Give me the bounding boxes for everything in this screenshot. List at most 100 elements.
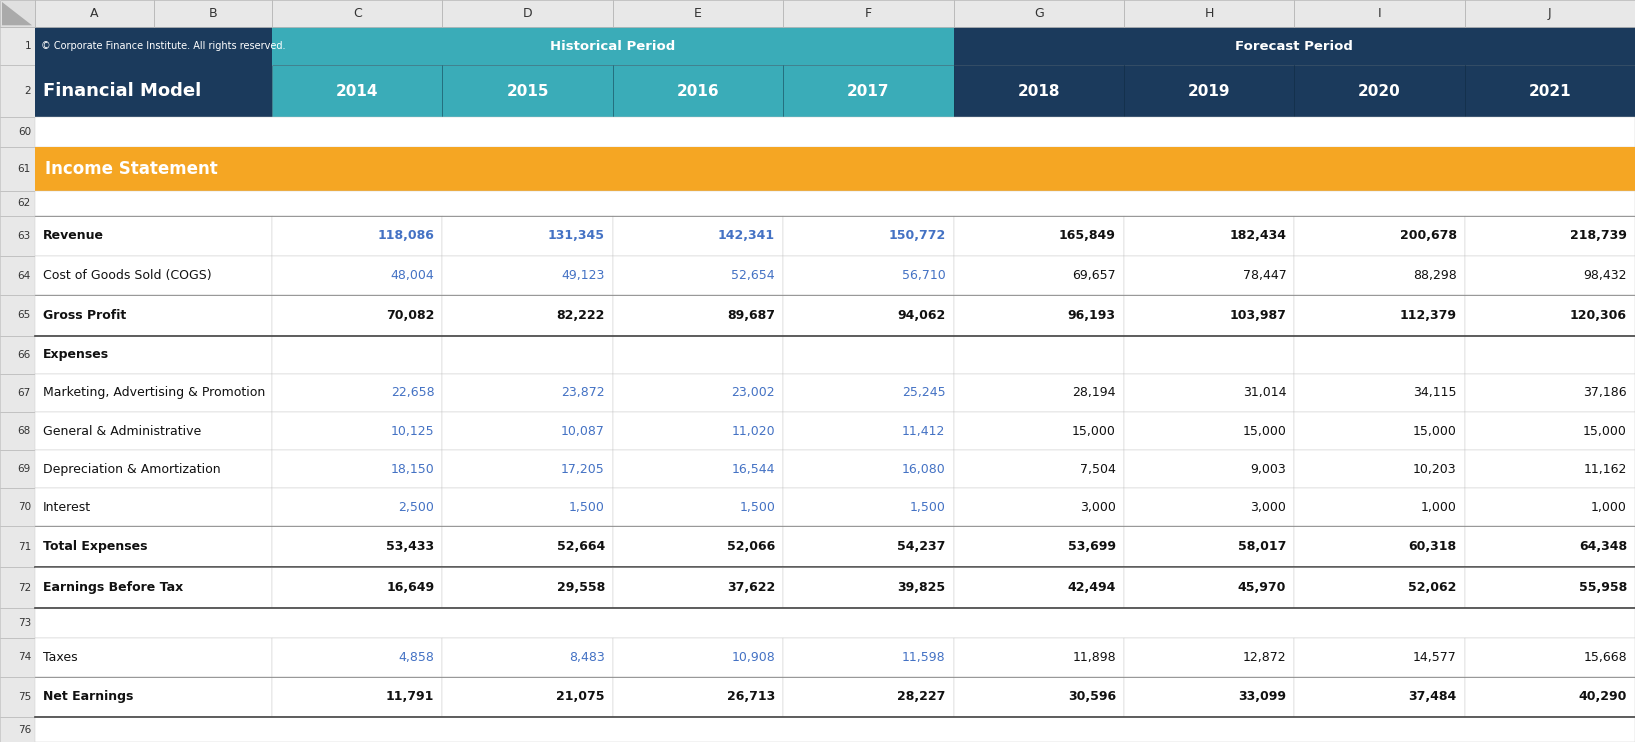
Text: 1,500: 1,500 [739,501,775,514]
Bar [1295,488,1465,527]
Text: 142,341: 142,341 [718,229,775,243]
Text: 55,958: 55,958 [1579,582,1627,594]
Text: 53,433: 53,433 [386,540,435,554]
Bar [34,527,271,568]
Text: Total Expenses: Total Expenses [43,540,147,554]
Text: 165,849: 165,849 [1059,229,1115,243]
Bar [1295,568,1465,608]
Text: 40,290: 40,290 [1579,691,1627,703]
Text: 52,654: 52,654 [731,269,775,282]
Text: 2021: 2021 [1529,84,1571,99]
Bar [271,527,443,568]
Bar [613,374,783,412]
Text: Earnings Before Tax: Earnings Before Tax [43,582,183,594]
Text: 26,713: 26,713 [728,691,775,703]
Text: Depreciation & Amortization: Depreciation & Amortization [43,463,221,476]
Bar [783,450,953,488]
Bar [443,527,613,568]
Bar [0,638,34,677]
Bar [953,257,1123,295]
Bar [783,568,953,608]
Text: E: E [693,7,701,20]
Bar [34,0,154,27]
Bar [443,412,613,450]
Bar [783,215,953,257]
Bar [1465,0,1635,27]
Bar [1465,65,1635,117]
Bar [271,0,443,27]
Bar [0,450,34,488]
Bar [1465,527,1635,568]
Bar [34,215,271,257]
Text: G: G [1033,7,1043,20]
Text: 11,162: 11,162 [1584,463,1627,476]
Text: 48,004: 48,004 [391,269,435,282]
Text: 2: 2 [25,86,31,96]
Bar [1465,257,1635,295]
Text: © Corporate Finance Institute. All rights reserved.: © Corporate Finance Institute. All right… [41,42,286,51]
Text: 37,484: 37,484 [1408,691,1457,703]
Bar [1465,412,1635,450]
Text: 2018: 2018 [1017,84,1059,99]
Text: 112,379: 112,379 [1400,309,1457,321]
Bar [443,488,613,527]
Text: 39,825: 39,825 [898,582,945,594]
Text: H: H [1205,7,1213,20]
Bar [1295,295,1465,335]
Text: Expenses: Expenses [43,348,110,361]
Text: Revenue: Revenue [43,229,105,243]
Bar [0,335,34,374]
Text: 74: 74 [18,652,31,663]
Bar [1123,527,1295,568]
Text: 53,699: 53,699 [1068,540,1115,554]
Bar [1465,295,1635,335]
Text: 7,504: 7,504 [1081,463,1115,476]
Text: 1,000: 1,000 [1421,501,1457,514]
Bar [613,450,783,488]
Bar [271,374,443,412]
Text: 2014: 2014 [335,84,378,99]
Text: 15,000: 15,000 [1583,424,1627,438]
Bar [953,374,1123,412]
Text: 88,298: 88,298 [1413,269,1457,282]
Text: Historical Period: Historical Period [549,40,675,53]
Bar [1295,65,1465,117]
Text: 10,087: 10,087 [561,424,605,438]
Bar [0,527,34,568]
Text: 9,003: 9,003 [1251,463,1287,476]
Text: 3,000: 3,000 [1081,501,1115,514]
Bar [0,718,34,742]
Text: 2,500: 2,500 [399,501,435,514]
Text: 68: 68 [18,426,31,436]
Text: 16,080: 16,080 [903,463,945,476]
Text: 15,668: 15,668 [1583,651,1627,664]
Text: 8,483: 8,483 [569,651,605,664]
Text: 2017: 2017 [847,84,889,99]
Bar [1123,450,1295,488]
Bar [613,412,783,450]
Bar [1465,638,1635,677]
Bar [0,488,34,527]
Text: J: J [1548,7,1552,20]
Bar [1465,568,1635,608]
Bar [1295,257,1465,295]
Bar [1295,450,1465,488]
Bar [953,568,1123,608]
Bar [443,295,613,335]
Text: A: A [90,7,98,20]
Text: 2019: 2019 [1187,84,1230,99]
Bar [613,257,783,295]
Text: 22,658: 22,658 [391,387,435,399]
Bar [443,335,613,374]
Text: Income Statement: Income Statement [46,160,217,178]
Text: 31,014: 31,014 [1243,387,1287,399]
Text: 218,739: 218,739 [1570,229,1627,243]
Bar [34,718,1635,742]
Bar [613,335,783,374]
Bar [613,65,783,117]
Text: 94,062: 94,062 [898,309,945,321]
Bar [1295,0,1465,27]
Bar [271,450,443,488]
Text: 10,125: 10,125 [391,424,435,438]
Bar [783,527,953,568]
